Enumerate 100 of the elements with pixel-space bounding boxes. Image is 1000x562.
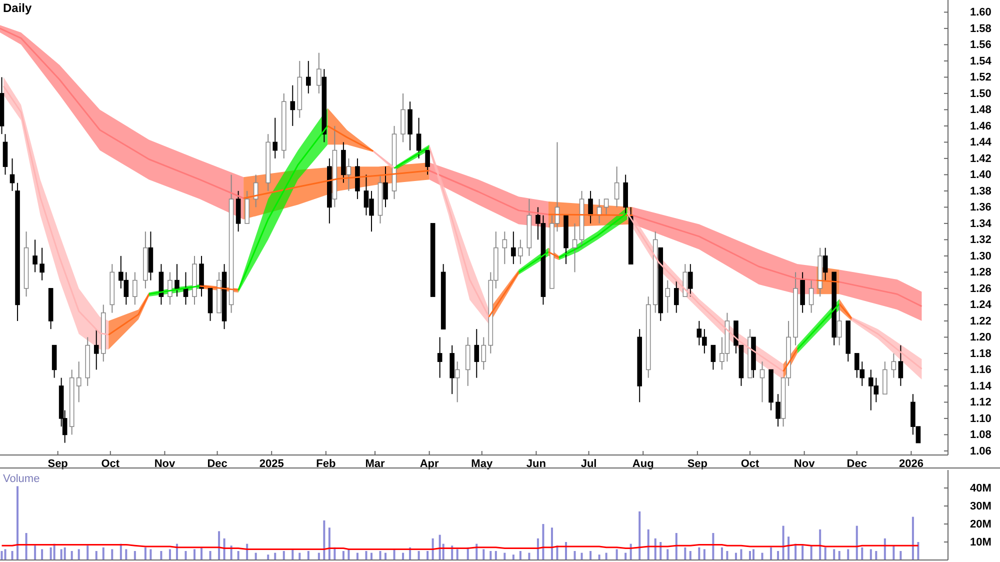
bar — [0, 551, 3, 560]
y-tick-label: 1.28 — [970, 266, 992, 279]
bar — [418, 551, 420, 560]
bar — [328, 528, 330, 560]
bar — [734, 552, 737, 560]
bar — [666, 549, 669, 560]
candlestick — [674, 280, 679, 314]
candlestick — [776, 394, 780, 428]
chart-title: Volume — [3, 473, 40, 485]
candlestick — [40, 247, 44, 281]
bar — [318, 552, 320, 560]
bar — [150, 549, 152, 560]
y-tick-label: 1.52 — [970, 72, 992, 84]
y-tick-label: 10M — [970, 536, 992, 549]
bar — [675, 533, 678, 560]
candlestick — [437, 336, 442, 378]
bar — [752, 549, 754, 560]
y-tick-label: 1.12 — [970, 396, 992, 409]
bar — [379, 551, 382, 560]
candlestick — [572, 222, 578, 273]
bar — [684, 547, 686, 560]
bar — [638, 511, 641, 560]
bar — [111, 549, 114, 560]
candlestick — [614, 166, 620, 208]
candlestick — [425, 150, 430, 176]
candlestick — [588, 190, 593, 224]
y-tick-label: 1.60 — [970, 6, 992, 19]
bar — [761, 552, 764, 560]
bar — [34, 546, 36, 560]
bar — [16, 486, 19, 560]
y-tick-label: 1.54 — [970, 55, 992, 68]
bar — [519, 551, 522, 560]
bar — [726, 551, 728, 560]
x-tick-label: Nov — [794, 458, 816, 470]
y-tick-label: 1.10 — [970, 412, 992, 425]
bar — [432, 538, 434, 560]
bar — [770, 547, 772, 560]
bar — [833, 549, 836, 560]
candlestick — [511, 231, 516, 265]
y-tick-label: 1.36 — [970, 202, 992, 214]
y-tick-label: 30M — [970, 500, 992, 513]
bar — [856, 526, 858, 560]
bar — [356, 552, 358, 560]
bar — [438, 534, 441, 560]
y-tick-label: 1.32 — [970, 234, 992, 246]
bar — [616, 549, 618, 560]
bar — [78, 549, 80, 560]
bar — [528, 552, 530, 560]
candlestick — [94, 328, 99, 370]
bar — [689, 551, 692, 560]
candlestick — [604, 198, 609, 216]
bar — [456, 549, 458, 560]
x-tick-label: Dec — [846, 458, 867, 470]
bar — [4, 549, 6, 560]
y-tick-label: 1.30 — [970, 250, 992, 262]
candlestick — [836, 304, 842, 346]
bar — [550, 528, 553, 560]
bar — [144, 547, 146, 560]
bar — [402, 552, 404, 560]
candlestick — [474, 328, 480, 378]
bar — [282, 551, 285, 560]
y-tick-label: 1.24 — [970, 299, 992, 312]
bar — [200, 547, 203, 560]
candlestick — [346, 158, 352, 192]
bar — [875, 551, 878, 560]
candlestick — [454, 361, 460, 403]
bar — [70, 551, 73, 560]
x-tick-label: Oct — [101, 458, 120, 470]
y-tick-label: 1.14 — [970, 380, 992, 392]
candlestick — [316, 52, 322, 94]
bar — [41, 549, 44, 560]
bar — [580, 552, 583, 560]
bar — [218, 531, 220, 560]
y-tick-label: 1.16 — [970, 364, 992, 376]
candlestick — [665, 280, 670, 314]
bar — [512, 554, 514, 560]
x-tick-label: Sep — [48, 458, 68, 470]
y-tick-label: 1.20 — [970, 332, 992, 344]
candlestick — [481, 336, 486, 370]
y-tick-label: 1.38 — [970, 185, 992, 198]
bar — [209, 551, 212, 560]
bar — [86, 546, 89, 560]
y-tick-label: 1.08 — [970, 429, 992, 442]
bar — [267, 554, 270, 560]
x-tick-label: Sep — [687, 458, 708, 470]
bar — [782, 526, 784, 560]
bar — [237, 551, 240, 560]
x-tick-label: May — [471, 458, 494, 470]
candlestick — [32, 239, 38, 273]
bar — [917, 542, 920, 560]
x-tick-label: Jun — [526, 458, 546, 470]
bar — [712, 533, 714, 560]
bar — [824, 547, 826, 560]
bar — [542, 524, 544, 560]
bar — [900, 551, 902, 560]
candlestick — [898, 344, 904, 386]
bar — [748, 551, 751, 560]
bar — [274, 552, 276, 560]
bar — [654, 538, 656, 560]
y-tick-label: 1.40 — [970, 169, 992, 182]
